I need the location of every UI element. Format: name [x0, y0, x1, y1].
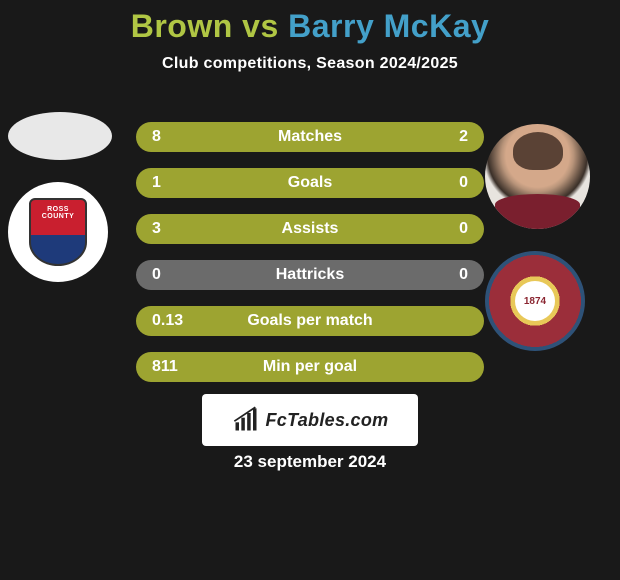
subtitle: Club competitions, Season 2024/2025 [0, 55, 620, 73]
hearts-founded-year: 1874 [515, 281, 555, 321]
ross-county-label: ROSS COUNTY [31, 206, 85, 220]
stat-p2-value: 0 [459, 220, 468, 238]
stat-label: Min per goal [136, 358, 484, 376]
stat-p2-value: 0 [459, 174, 468, 192]
stat-label: Hattricks [136, 266, 484, 284]
stat-label: Matches [136, 128, 484, 146]
player2-club-badge: 1874 [485, 251, 585, 351]
player2-avatar [485, 124, 590, 229]
stat-row-min-per-goal: 811 Min per goal [136, 352, 484, 382]
stat-label: Assists [136, 220, 484, 238]
vs-separator: vs [242, 8, 279, 44]
player2-column: 1874 [485, 124, 590, 351]
stat-row-hattricks: 0 Hattricks 0 [136, 260, 484, 290]
player1-club-badge: ROSS COUNTY [8, 182, 108, 282]
stat-label: Goals [136, 174, 484, 192]
stat-row-matches: 8 Matches 2 [136, 122, 484, 152]
brand-name: FcTables.com [266, 410, 389, 431]
stat-p2-value: 0 [459, 266, 468, 284]
brand-badge: FcTables.com [202, 394, 418, 446]
stat-row-goals: 1 Goals 0 [136, 168, 484, 198]
player1-name: Brown [131, 8, 233, 44]
stat-label: Goals per match [136, 312, 484, 330]
stats-table: 8 Matches 2 1 Goals 0 3 Assists 0 0 Hatt… [136, 122, 484, 398]
player1-avatar [8, 112, 112, 160]
stat-row-goals-per-match: 0.13 Goals per match [136, 306, 484, 336]
ross-county-shield-icon: ROSS COUNTY [29, 198, 87, 266]
player1-column: ROSS COUNTY [8, 112, 112, 282]
comparison-title: Brown vs Barry McKay [0, 0, 620, 45]
stat-row-assists: 3 Assists 0 [136, 214, 484, 244]
player2-name: Barry McKay [288, 8, 489, 44]
date-label: 23 september 2024 [0, 452, 620, 472]
stat-p2-value: 2 [459, 128, 468, 146]
chart-icon [232, 406, 260, 434]
